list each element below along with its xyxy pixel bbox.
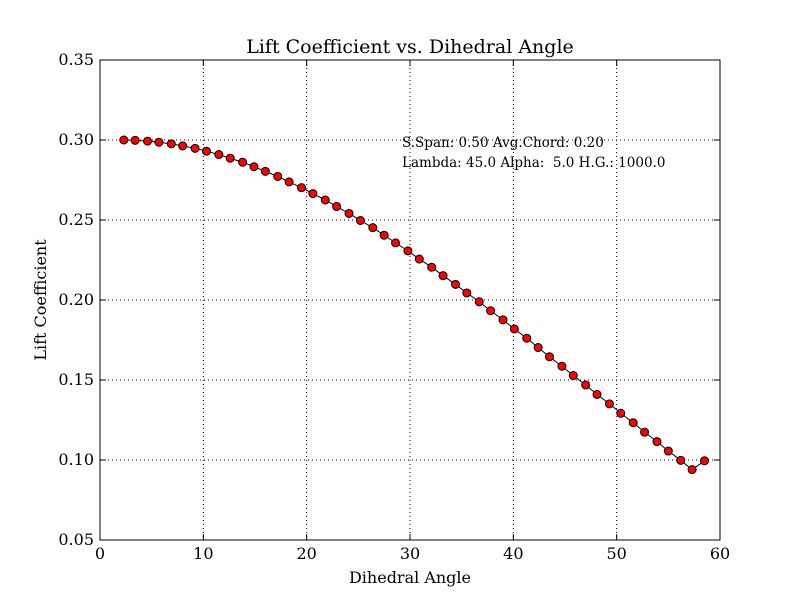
data-point <box>592 389 602 399</box>
data-point <box>166 139 176 149</box>
data-point <box>427 262 437 272</box>
y-tick-label: 0.25 <box>58 210 94 229</box>
data-point <box>533 343 543 353</box>
data-point <box>640 427 650 437</box>
x-tick-label: 0 <box>95 544 105 563</box>
y-tick-label: 0.05 <box>58 530 94 549</box>
data-point <box>498 315 508 325</box>
x-tick-label: 40 <box>503 544 523 563</box>
x-axis-label: Dihedral Angle <box>349 568 471 587</box>
data-point <box>260 166 270 176</box>
data-point <box>190 143 200 153</box>
data-point <box>616 408 626 418</box>
data-point <box>284 177 294 187</box>
annotation-line-1: S.Span: 0.50 Avg.Chord: 0.20 <box>402 135 604 151</box>
data-point <box>332 202 342 212</box>
data-point <box>509 324 519 334</box>
data-point <box>676 455 686 465</box>
data-point <box>273 171 283 181</box>
data-points <box>119 135 709 475</box>
data-point <box>403 246 413 256</box>
data-point <box>178 141 188 151</box>
axis-ticks: 0 10 20 30 40 50 60 0.05 0.10 0.15 0.20 0.25 0.30 0.3… <box>58 50 730 563</box>
data-point <box>414 254 424 264</box>
data-point <box>557 361 567 371</box>
y-tick-label: 0.15 <box>58 370 94 389</box>
y-tick-label: 0.10 <box>58 450 94 469</box>
data-point <box>628 418 638 428</box>
data-point <box>320 195 330 205</box>
data-point <box>391 238 401 248</box>
data-point <box>522 333 532 343</box>
annotation-line-2: Lambda: 45.0 Alpha: 5.0 H.G.: 1000.0 <box>402 155 665 171</box>
data-point <box>687 465 697 475</box>
x-tick-label: 50 <box>606 544 626 563</box>
data-point <box>450 279 460 289</box>
data-point <box>486 306 496 316</box>
y-tick-label: 0.30 <box>58 130 94 149</box>
data-point <box>344 208 354 218</box>
data-point <box>368 223 378 233</box>
data-point <box>462 288 472 298</box>
y-tick-label: 0.35 <box>58 50 94 69</box>
x-tick-label: 10 <box>193 544 213 563</box>
grid <box>100 60 720 540</box>
data-point <box>154 137 164 147</box>
data-point <box>379 230 389 240</box>
data-point <box>700 456 709 466</box>
x-tick-label: 30 <box>400 544 420 563</box>
data-point <box>249 162 259 172</box>
y-tick-label: 0.20 <box>58 290 94 309</box>
x-tick-label: 60 <box>710 544 730 563</box>
data-point <box>201 146 211 156</box>
data-point <box>119 135 129 145</box>
data-point <box>474 297 484 307</box>
data-point <box>581 380 591 390</box>
data-point <box>143 136 153 146</box>
chart-title: Lift Coefficient vs. Dihedral Angle <box>246 36 574 58</box>
x-tick-label: 20 <box>296 544 316 563</box>
data-point <box>238 157 248 167</box>
data-point <box>652 437 662 447</box>
y-axis-label: Lift Coefficient <box>31 239 50 361</box>
data-point <box>130 135 140 145</box>
data-point <box>214 150 224 160</box>
data-point <box>604 399 614 409</box>
data-point <box>663 446 673 456</box>
plot-frame <box>99 59 721 541</box>
data-point <box>568 371 578 381</box>
data-point <box>438 271 448 281</box>
data-point <box>225 153 235 163</box>
data-point <box>545 352 554 362</box>
data-point <box>308 189 318 199</box>
data-point <box>355 215 365 225</box>
data-point <box>297 183 306 193</box>
